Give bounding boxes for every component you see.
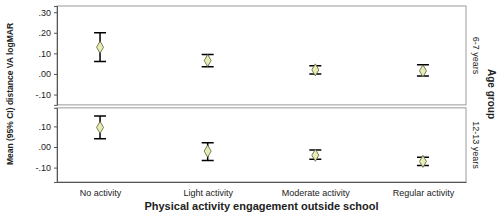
y-axis: .30 .20 .10 .00 -.10: [35, 7, 57, 106]
tick-label: No activity: [80, 188, 122, 198]
error-bar-group: [417, 65, 429, 77]
mean-marker: [97, 121, 104, 133]
tick-label: .20: [38, 28, 51, 38]
tick: .10: [38, 49, 57, 59]
tick: No activity: [80, 182, 122, 198]
error-cap: [94, 138, 106, 140]
tick-mark: [54, 74, 57, 75]
tick: Moderate activity: [282, 182, 351, 198]
tick: -.10: [35, 163, 57, 173]
tick-mark: [54, 126, 57, 127]
mean-marker: [312, 64, 319, 76]
x-axis: No activity Light activity Moderate activi…: [58, 182, 467, 198]
mean-marker: [204, 145, 211, 157]
tick-label: Moderate activity: [282, 188, 351, 198]
plot-frame: [57, 108, 466, 182]
marks: [94, 33, 429, 77]
tick-label: .10: [38, 49, 51, 59]
error-bar-group: [202, 54, 214, 66]
mean-marker: [204, 55, 211, 67]
panel: .30 .20 .10 .00 -.10: [35, 6, 466, 105]
tick: .00: [38, 142, 57, 152]
chart: .30 .20 .10 .00 -.10 6-7 years Mean (95% CI) d…: [0, 0, 500, 216]
marks: [94, 116, 429, 167]
axis-line: [54, 108, 58, 182]
error-cap: [94, 115, 106, 117]
tick-label: -.10: [35, 163, 51, 173]
error-cap: [94, 32, 106, 34]
tick: Light activity: [183, 182, 233, 198]
y-axis-title: Mean (95% CI) distance VA logMAR: [5, 23, 15, 165]
tick-label: -.10: [35, 90, 51, 100]
error-bar-group: [309, 64, 321, 76]
tick-label: Light activity: [183, 188, 233, 198]
mean-marker: [97, 41, 104, 53]
tick: -.10: [35, 90, 57, 100]
tick-mark: [54, 12, 57, 13]
mean-marker: [312, 149, 319, 161]
tick: .00: [38, 69, 57, 79]
x-axis-title: Physical activity engagement outside sch…: [144, 200, 378, 212]
tick-mark: [54, 53, 57, 54]
error-bar-group: [94, 116, 106, 139]
error-cap: [202, 142, 214, 144]
y-axis: .10 .00 -.10: [35, 108, 57, 182]
facet-title: Age group: [486, 69, 497, 119]
panel-label: 6-7 years: [471, 37, 481, 75]
error-cap: [202, 160, 214, 162]
error-bar-group: [417, 155, 429, 167]
tick-label: .00: [38, 142, 51, 152]
error-bar-group: [309, 149, 321, 161]
tick-mark: [54, 168, 57, 169]
tick-label: .30: [38, 8, 51, 18]
tick-label: Regular activity: [393, 188, 455, 198]
tick-mark: [54, 147, 57, 148]
axis-line: [54, 7, 58, 106]
tick: Regular activity: [393, 182, 455, 198]
tick-label: .00: [38, 69, 51, 79]
panel: .10 .00 -.10 No activity Light activity Moder…: [35, 108, 466, 199]
panel-label: 12-13 years: [471, 121, 481, 169]
mean-marker: [419, 155, 426, 167]
tick: .20: [38, 28, 57, 38]
tick-mark: [54, 95, 57, 96]
axis-line: [58, 182, 467, 183]
error-bar-group: [202, 143, 214, 161]
tick-mark: [54, 33, 57, 34]
error-bar-group: [94, 33, 106, 62]
tick: .30: [38, 8, 57, 18]
mean-marker: [419, 65, 426, 77]
plot-frame: [57, 6, 466, 105]
tick: .10: [38, 122, 57, 132]
tick-label: .10: [38, 122, 51, 132]
error-cap: [94, 61, 106, 63]
